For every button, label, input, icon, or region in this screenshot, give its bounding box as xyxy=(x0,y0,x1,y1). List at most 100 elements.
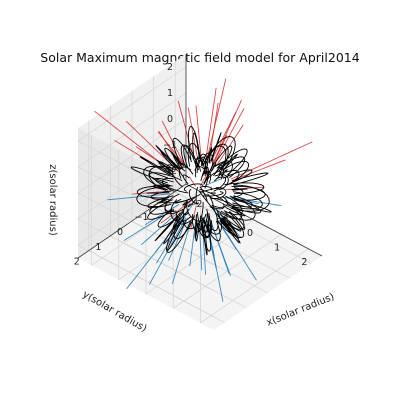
field-line-closed xyxy=(217,211,245,239)
field-line-closed xyxy=(231,185,266,201)
field-line-closed xyxy=(172,216,185,229)
field-line-closed xyxy=(196,220,213,239)
field-line-closed xyxy=(202,191,224,197)
field-line-closed xyxy=(201,211,222,235)
z-tick-label: −1 xyxy=(163,140,177,151)
field-line-closed xyxy=(130,166,169,184)
field-line-open-north xyxy=(195,105,203,164)
field-line-closed xyxy=(149,172,183,187)
field-line-closed xyxy=(219,215,237,236)
field-line-closed xyxy=(214,174,229,190)
field-line-closed xyxy=(167,219,186,252)
field-line-closed xyxy=(194,156,208,176)
field-line-closed xyxy=(220,169,228,177)
grid-line xyxy=(173,234,282,309)
field-line-open-south xyxy=(189,214,197,267)
grid-line xyxy=(77,92,187,168)
field-line-open-north xyxy=(230,141,313,180)
field-line-open-north xyxy=(231,159,286,182)
y-axis-line xyxy=(77,183,187,259)
field-line-closed xyxy=(200,186,213,191)
x-tick-label: 1 xyxy=(274,242,280,253)
field-line-closed xyxy=(156,159,173,172)
field-line-closed xyxy=(164,147,185,168)
field-line-closed xyxy=(171,166,186,188)
field-line-closed xyxy=(170,199,192,223)
x-tick-label: 0 xyxy=(247,228,253,239)
z-tick-label: 0 xyxy=(167,114,173,125)
field-line-closed xyxy=(186,201,207,222)
field-line-closed xyxy=(195,220,200,242)
field-line-closed xyxy=(195,164,201,178)
field-line-closed xyxy=(182,195,198,206)
field-line-closed xyxy=(150,190,172,200)
field-line-closed xyxy=(211,195,228,208)
y-tick-label: −1 xyxy=(135,212,149,223)
field-line-closed xyxy=(195,186,199,205)
x-tick-label: −2 xyxy=(189,199,203,210)
field-line-closed xyxy=(139,156,172,176)
field-line-open-south xyxy=(149,217,187,285)
field-line-open-south xyxy=(144,204,180,226)
field-line-closed xyxy=(194,221,199,239)
field-line-closed xyxy=(210,187,227,199)
x-axis-label: x(solar radius) xyxy=(265,292,336,329)
field-line-closed xyxy=(196,153,208,167)
tick-labels: −2 −1 0 1 2 2 1 0 −1 −2 2 1 0 −1 −2 xyxy=(74,62,308,268)
field-line-closed xyxy=(183,183,204,192)
field-line-closed xyxy=(198,190,215,211)
field-line-closed xyxy=(161,177,175,192)
field-line-closed xyxy=(187,199,196,208)
z-tick-label: 2 xyxy=(167,62,173,73)
grid-line xyxy=(88,250,225,323)
z-axis-label: z(solar radius) xyxy=(47,164,58,236)
field-line-closed xyxy=(215,200,243,220)
field-line-open-south xyxy=(205,224,217,269)
grid-line xyxy=(77,66,187,142)
field-line-closed xyxy=(232,199,273,213)
field-line-closed xyxy=(231,172,269,186)
field-line-closed xyxy=(182,174,190,185)
field-line-closed xyxy=(210,192,216,194)
field-line-open-north xyxy=(177,100,195,160)
field-line-closed xyxy=(160,150,181,172)
grid-line xyxy=(110,235,247,309)
field-line-closed xyxy=(166,164,179,177)
x-tick-label: −1 xyxy=(216,214,230,225)
y-tick-label: 2 xyxy=(74,257,80,268)
field-line-closed xyxy=(187,125,201,160)
field-line-open-north xyxy=(212,99,242,163)
field-line-closed xyxy=(180,144,196,168)
field-line-open-south xyxy=(204,178,221,187)
y-tick-label: 0 xyxy=(117,227,123,238)
field-line-closed xyxy=(199,186,208,202)
field-line-closed xyxy=(231,188,248,191)
field-line-open-south xyxy=(107,193,171,201)
field-line-closed xyxy=(174,193,201,204)
field-line-closed xyxy=(154,177,189,194)
field-line-open-south xyxy=(208,215,232,277)
z-tick-label: 1 xyxy=(167,88,173,99)
field-line-closed xyxy=(143,165,174,190)
z-tick-label: −2 xyxy=(163,166,177,177)
field-line-open-north xyxy=(216,124,244,166)
field-line-closed xyxy=(224,182,265,195)
grid-line xyxy=(77,118,187,194)
field-line-closed xyxy=(183,200,189,216)
chart-title: Solar Maximum magnetic field model for A… xyxy=(40,50,359,65)
field-line-closed xyxy=(223,210,246,230)
y-axis-label: y(solar radius) xyxy=(81,289,149,335)
field-line-closed xyxy=(219,213,240,239)
field-line-open-north xyxy=(209,111,237,164)
field-line-closed xyxy=(203,166,209,189)
field-line-closed xyxy=(172,137,193,164)
field-line-closed xyxy=(136,186,170,208)
field-line-closed xyxy=(231,197,262,214)
field-line-closed xyxy=(192,132,200,160)
field-line-open-north xyxy=(205,87,217,160)
field-line-closed xyxy=(219,218,241,244)
field-line-closed xyxy=(217,148,248,176)
field-line-closed xyxy=(154,212,181,242)
field-line-closed xyxy=(204,147,213,169)
y-tick-label: 1 xyxy=(95,242,101,253)
